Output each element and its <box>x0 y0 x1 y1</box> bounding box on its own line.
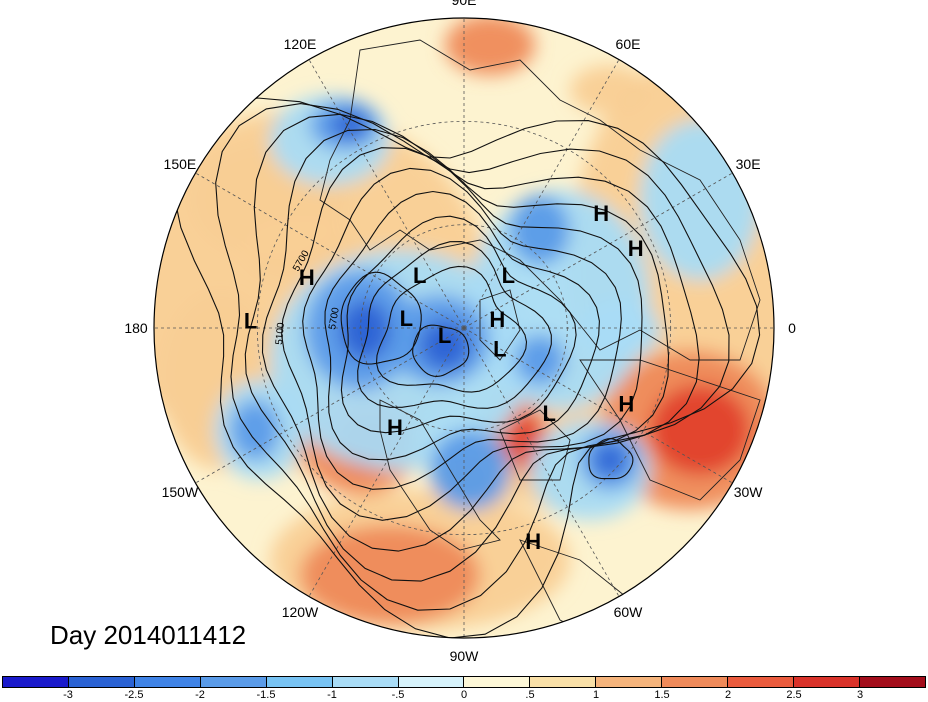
colorbar-swatch <box>3 677 69 687</box>
colorbar-tick-label: -1 <box>327 689 337 701</box>
colorbar-swatch <box>200 677 267 687</box>
low-pressure-marker: L <box>413 263 426 288</box>
colorbar-tick-label: 2.5 <box>786 689 802 701</box>
colorbar-tick-label: -2.5 <box>124 689 144 701</box>
longitude-label: 30E <box>736 156 761 172</box>
low-pressure-marker: L <box>502 263 515 288</box>
contour-label: 5100 <box>274 322 287 346</box>
longitude-label: 180 <box>124 320 148 336</box>
colorbar-tick-label: 3 <box>856 689 864 701</box>
colorbar-swatch <box>794 677 860 687</box>
longitude-label: 150W <box>162 484 199 500</box>
colorbar <box>2 676 926 688</box>
low-pressure-marker: L <box>542 401 555 426</box>
anomaly-field <box>154 18 774 638</box>
high-pressure-marker: H <box>387 415 403 440</box>
colorbar-swatch <box>662 677 729 687</box>
high-pressure-marker: H <box>593 201 609 226</box>
colorbar-tick-label: 0 <box>460 689 468 701</box>
colorbar-swatch <box>728 677 795 687</box>
colorbar-swatch <box>332 677 399 687</box>
longitude-label: 120W <box>282 604 319 620</box>
colorbar-swatch <box>859 677 925 687</box>
low-pressure-marker: L <box>400 306 413 331</box>
colorbar-tick-label: -.5 <box>391 689 405 701</box>
colorbar-tick-label: 2 <box>724 689 732 701</box>
colorbar-swatch <box>464 677 531 687</box>
low-pressure-marker: L <box>244 309 257 334</box>
colorbar-swatch <box>68 677 135 687</box>
longitude-labels: 90E 60E 30E 0 30W 60W 90W 120W 150W 180 150E 120E <box>124 0 796 664</box>
colorbar-tick-label: -1.5 <box>256 689 276 701</box>
colorbar-swatch <box>398 677 465 687</box>
day-label: Day 2014011412 <box>50 620 247 650</box>
height-contours <box>172 97 761 638</box>
low-pressure-marker: L <box>493 337 506 362</box>
longitude-label: 60W <box>614 604 644 620</box>
map-boundary <box>153 17 775 639</box>
high-pressure-marker: H <box>525 529 541 554</box>
longitude-label: 120E <box>284 36 317 52</box>
colorbar-tick-label: 1 <box>592 689 600 701</box>
longitude-label: 0 <box>788 320 796 336</box>
longitude-label: 90E <box>452 0 477 8</box>
colorbar-tick-label: 1.5 <box>654 689 670 701</box>
longitude-label: 90W <box>450 648 480 664</box>
colorbar-tick-label: .5 <box>525 689 535 701</box>
high-pressure-marker: H <box>489 307 505 332</box>
colorbar-tick-label: -2 <box>195 689 205 701</box>
high-pressure-marker: H <box>628 236 644 261</box>
high-pressure-marker: H <box>299 265 315 290</box>
colorbar-tick-labels: -3 -2.5 -2 -1.5 -1 -.5 0 .5 1 1.5 2 2.5 3 <box>0 689 928 702</box>
colorbar-tick-label: -3 <box>63 689 73 701</box>
colorbar-swatch <box>596 677 663 687</box>
longitude-label: 60E <box>616 36 641 52</box>
longitude-label: 30W <box>734 484 764 500</box>
colorbar-swatch <box>266 677 333 687</box>
contour-label: 5700 <box>327 306 342 330</box>
longitude-label: 150E <box>164 156 197 172</box>
colorbar-swatch <box>134 677 201 687</box>
colorbar-swatch <box>530 677 597 687</box>
low-pressure-marker: L <box>438 323 451 348</box>
high-pressure-marker: H <box>618 392 634 417</box>
